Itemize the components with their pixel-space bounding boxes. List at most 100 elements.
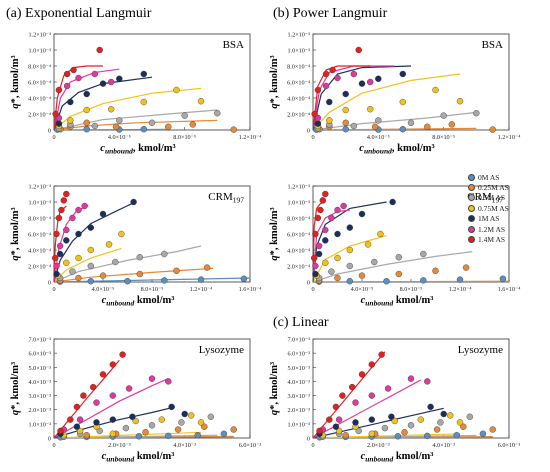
- data-point-2: [181, 112, 188, 119]
- x-axis-label-main: c: [102, 295, 107, 306]
- y-tick-label: 3.0×10⁻³: [287, 393, 310, 400]
- data-point-4: [352, 419, 359, 426]
- x-tick-label: 4.0×10⁻⁵: [351, 286, 374, 293]
- data-point-5: [75, 206, 82, 214]
- data-point-6: [53, 230, 60, 238]
- x-axis-label-sub: unbound: [105, 147, 133, 156]
- data-point-4: [346, 224, 353, 231]
- y-tick-label: 1.0×10⁻³: [28, 421, 51, 428]
- data-point-6: [80, 392, 87, 399]
- y-tick-label: 1.0×10⁻³: [28, 200, 51, 207]
- fit-line-5: [313, 379, 422, 438]
- protein-label: BSA: [223, 39, 244, 51]
- data-point-4: [358, 80, 366, 87]
- x-axis-label-main: c: [359, 143, 364, 154]
- data-point-0: [394, 433, 402, 440]
- x-axis-label-sub: unbound: [106, 299, 134, 308]
- data-point-4: [334, 230, 341, 238]
- data-point-3: [118, 230, 125, 238]
- x-tick-label: 8.0×10⁻⁵: [173, 134, 196, 141]
- data-point-5: [384, 385, 392, 392]
- data-point-3: [364, 241, 372, 248]
- data-point-1: [112, 123, 120, 131]
- x-axis-label-unit: kmol/m³: [134, 295, 174, 306]
- data-point-1: [342, 119, 349, 127]
- data-point-6: [55, 86, 63, 94]
- y-tick-label: 7.0×10⁻³: [287, 337, 310, 344]
- data-point-0: [424, 432, 431, 440]
- y-tick-label: 4.0×10⁻⁴: [28, 96, 51, 103]
- y-tick-label: 2.0×10⁻³: [28, 407, 51, 414]
- data-point-4: [181, 410, 188, 418]
- legend-marker-0: [468, 173, 475, 181]
- data-point-6: [314, 214, 322, 222]
- data-point-0: [220, 430, 228, 437]
- data-point-4: [140, 70, 148, 78]
- legend-item: 1.4M AS: [468, 234, 509, 244]
- data-point-0: [399, 125, 406, 133]
- fit-line-5: [54, 378, 169, 438]
- x-axis-label: cunbound kmol/m³: [102, 295, 175, 308]
- data-point-3: [67, 117, 74, 124]
- plot-frame: [53, 338, 251, 439]
- x-tick-label: 0: [52, 134, 55, 141]
- x-axis-label-sub: unbound: [106, 455, 134, 464]
- y-axis-label: q*, kmol/m³: [269, 55, 280, 108]
- data-point-2: [214, 109, 221, 117]
- legend-item: 1.2M AS: [468, 224, 509, 234]
- data-point-3: [109, 430, 117, 437]
- y-tick-label: 0: [307, 280, 310, 287]
- data-point-3: [107, 105, 115, 113]
- legend-marker-2: [468, 194, 475, 202]
- y-tick-label: 0: [48, 436, 51, 443]
- data-point-2: [91, 122, 99, 130]
- plot-frame: [312, 33, 510, 131]
- data-point-3: [173, 86, 180, 94]
- data-point-3: [447, 412, 454, 419]
- data-point-4: [315, 250, 323, 258]
- chart-panel-0: 0 2.0×10⁻⁴ 4.0×10⁻⁴ 6.0×10⁻⁴ 8.0×10⁻⁴ 1.0×10⁻…: [10, 32, 261, 156]
- y-tick-label: 0: [48, 280, 51, 287]
- y-tick-label: 3.0×10⁻³: [28, 393, 51, 400]
- data-point-0: [161, 277, 168, 284]
- data-point-2: [395, 254, 402, 261]
- data-point-0: [499, 275, 507, 282]
- data-point-3: [87, 246, 95, 254]
- fit-line-3: [313, 235, 387, 282]
- y-tick-label: 1.2×10⁻³: [287, 184, 310, 191]
- y-tick-label: 0: [307, 436, 310, 443]
- data-point-4: [342, 90, 349, 98]
- data-point-5: [350, 70, 357, 78]
- data-point-1: [165, 123, 172, 131]
- x-tick-label: 4.0×10⁻³: [432, 442, 455, 449]
- data-point-5: [315, 242, 323, 250]
- x-tick-label: 1.6×10⁻⁴: [239, 286, 262, 293]
- data-point-4: [55, 120, 63, 127]
- data-point-3: [75, 254, 82, 262]
- legend-label: 0.5M AS: [478, 193, 506, 203]
- y-axis-label-unit: *, kmol/m³: [269, 207, 280, 255]
- fit-line-2: [54, 245, 202, 282]
- data-point-0: [420, 277, 427, 284]
- x-axis-label-sub: unbound: [365, 455, 393, 464]
- data-point-3: [456, 419, 464, 426]
- data-point-3: [432, 86, 439, 94]
- data-point-4: [130, 198, 137, 206]
- data-point-1: [83, 119, 90, 127]
- y-tick-label: 4.0×10⁻⁴: [287, 96, 310, 103]
- y-tick-label: 5.0×10⁻³: [28, 365, 51, 372]
- data-point-1: [462, 264, 470, 271]
- fit-line-5: [54, 68, 120, 130]
- data-point-6: [326, 416, 333, 423]
- fit-line-4: [54, 202, 134, 282]
- data-point-3: [399, 98, 406, 106]
- data-point-4: [87, 224, 95, 231]
- data-point-3: [140, 98, 148, 106]
- data-point-4: [73, 423, 81, 430]
- x-axis-label-sub: unbound: [364, 147, 392, 156]
- x-tick-label: 8.0×10⁻⁵: [400, 286, 423, 293]
- x-tick-label: 8.0×10⁻⁵: [432, 134, 455, 141]
- data-point-3: [346, 246, 353, 254]
- data-point-3: [326, 117, 333, 124]
